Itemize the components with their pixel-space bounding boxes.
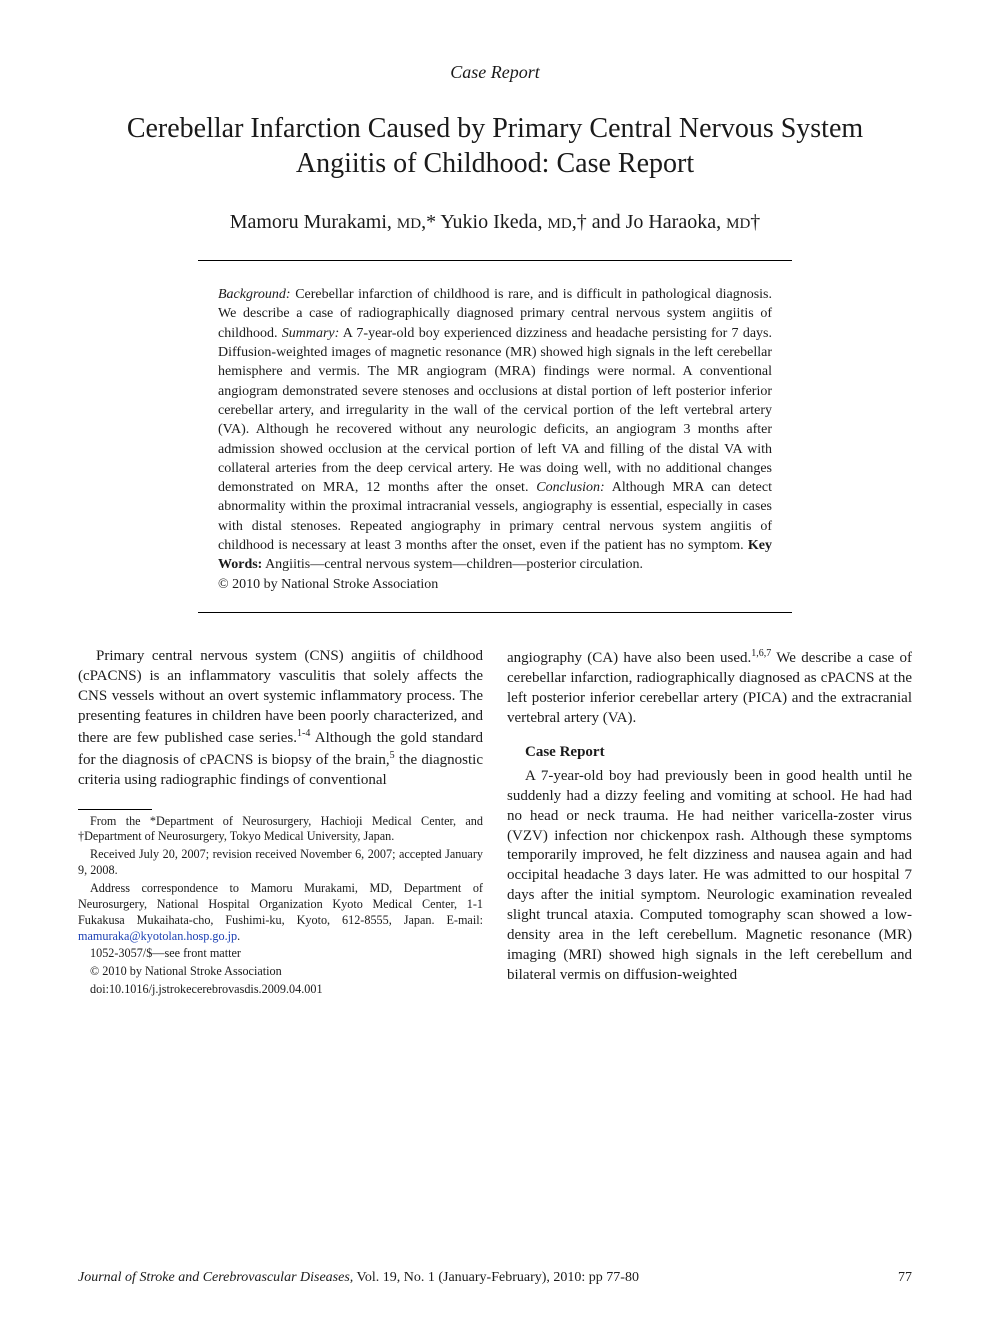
footer-journal: Journal of Stroke and Cerebrovascular Di… bbox=[78, 1270, 639, 1286]
footnote-copyright: © 2010 by National Stroke Association bbox=[78, 964, 483, 980]
footer-issue: Vol. 19, No. 1 (January-February), 2010:… bbox=[353, 1270, 639, 1285]
footer-page-number: 77 bbox=[898, 1270, 912, 1286]
body-para-1: Primary central nervous system (CNS) ang… bbox=[78, 647, 483, 791]
abstract-label-background: Background: bbox=[218, 287, 291, 302]
authors-line: Mamoru Murakami, MD,* Yukio Ikeda, MD,† … bbox=[78, 211, 912, 234]
correspondence-email-link[interactable]: mamuraka@kyotolan.hosp.go.jp bbox=[78, 929, 237, 943]
footnotes-block: From the *Department of Neurosurgery, Ha… bbox=[78, 814, 483, 998]
citation-ref: 1,6,7 bbox=[751, 648, 771, 659]
rule-top bbox=[198, 260, 792, 261]
footnote-correspondence: Address correspondence to Mamoru Murakam… bbox=[78, 881, 483, 944]
footnote-corr-tail: . bbox=[237, 929, 240, 943]
right-column: angiography (CA) have also been used.1,6… bbox=[507, 647, 912, 1000]
article-category: Case Report bbox=[78, 62, 912, 83]
abstract-label-summary: Summary: bbox=[282, 326, 340, 341]
footnote-separator bbox=[78, 809, 152, 810]
abstract-keywords-text: Angiitis—central nervous system—children… bbox=[262, 557, 643, 572]
footnote-received: Received July 20, 2007; revision receive… bbox=[78, 847, 483, 879]
page-footer: Journal of Stroke and Cerebrovascular Di… bbox=[78, 1270, 912, 1286]
abstract-block: Background: Cerebellar infarction of chi… bbox=[218, 285, 772, 594]
footer-journal-name: Journal of Stroke and Cerebrovascular Di… bbox=[78, 1270, 353, 1285]
rule-top-wrap bbox=[198, 260, 792, 261]
footnote-corr-text: Address correspondence to Mamoru Murakam… bbox=[78, 881, 483, 927]
abstract-copyright: © 2010 by National Stroke Association bbox=[218, 575, 772, 594]
article-title: Cerebellar Infarction Caused by Primary … bbox=[108, 111, 882, 181]
section-heading-case-report: Case Report bbox=[525, 743, 912, 763]
abstract-summary-text: A 7-year-old boy experienced dizziness a… bbox=[218, 326, 772, 496]
rule-bottom-wrap bbox=[198, 612, 792, 613]
body-text: angiography (CA) have also been used. bbox=[507, 650, 751, 666]
left-column: Primary central nervous system (CNS) ang… bbox=[78, 647, 483, 1000]
footnote-doi: doi:10.1016/j.jstrokecerebrovasdis.2009.… bbox=[78, 982, 483, 998]
rule-bottom bbox=[198, 612, 792, 613]
footnote-price: 1052-3057/$—see front matter bbox=[78, 946, 483, 962]
body-para-1-cont: angiography (CA) have also been used.1,6… bbox=[507, 647, 912, 729]
page: Case Report Cerebellar Infarction Caused… bbox=[0, 0, 990, 1320]
body-columns: Primary central nervous system (CNS) ang… bbox=[78, 647, 912, 1000]
abstract-label-conclusion: Conclusion: bbox=[536, 480, 604, 495]
body-para-2: A 7-year-old boy had previously been in … bbox=[507, 767, 912, 986]
citation-ref: 1-4 bbox=[297, 728, 310, 739]
footnote-affiliation: From the *Department of Neurosurgery, Ha… bbox=[78, 814, 483, 846]
